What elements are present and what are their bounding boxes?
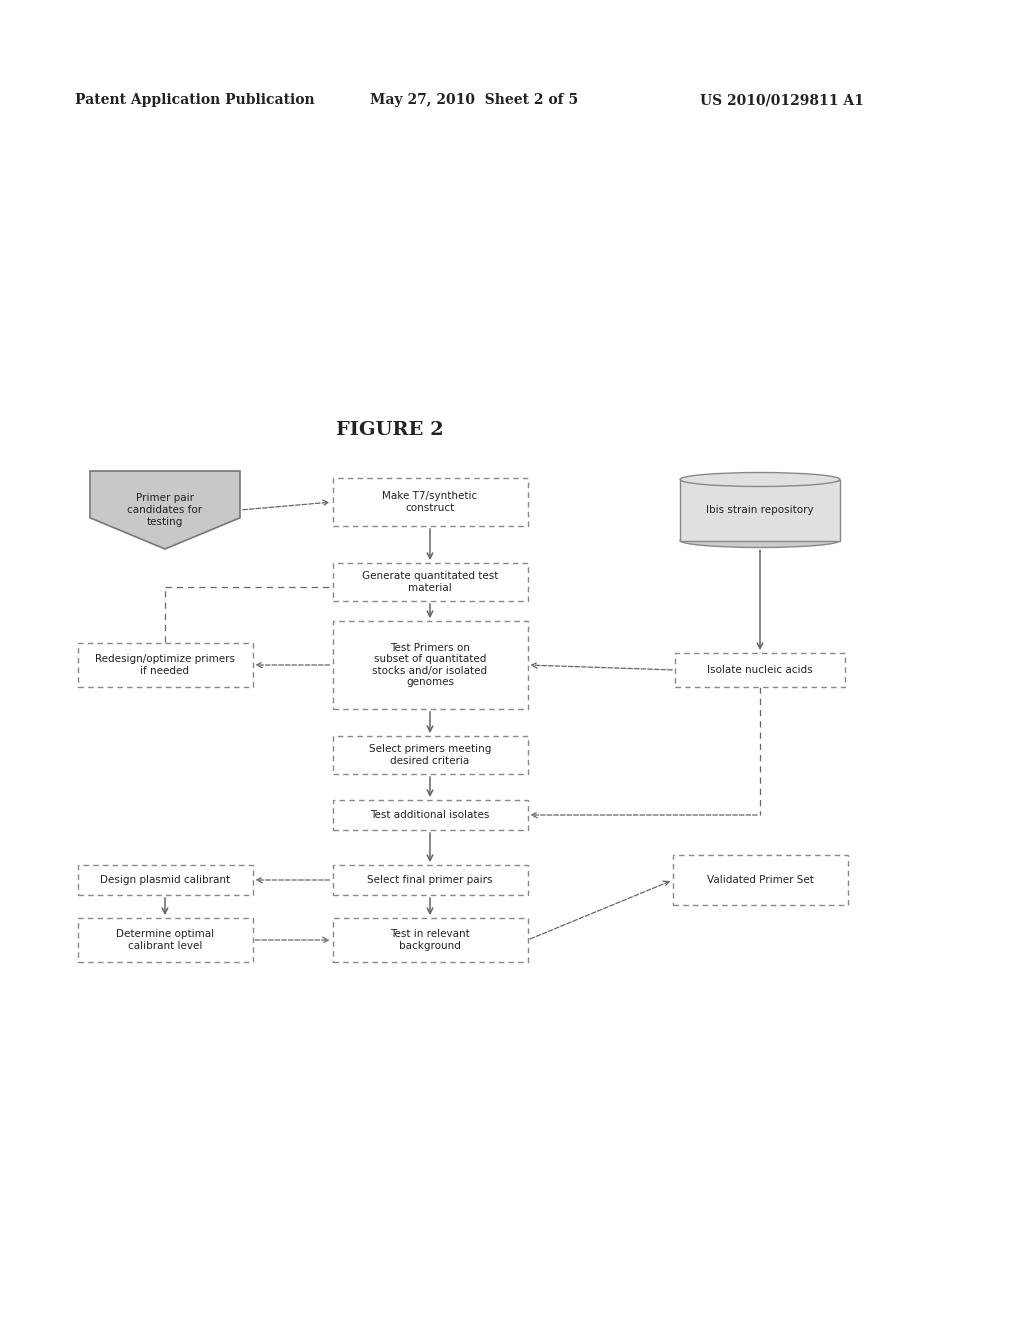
Text: Primer pair
candidates for
testing: Primer pair candidates for testing	[127, 494, 203, 527]
Ellipse shape	[680, 533, 840, 548]
Bar	[333, 800, 527, 830]
Bar	[673, 855, 848, 906]
Text: Determine optimal
calibrant level: Determine optimal calibrant level	[116, 929, 214, 950]
Text: Make T7/synthetic
construct: Make T7/synthetic construct	[382, 491, 477, 512]
Text: May 27, 2010  Sheet 2 of 5: May 27, 2010 Sheet 2 of 5	[370, 92, 579, 107]
Bar	[333, 564, 527, 601]
Polygon shape	[90, 471, 240, 549]
Text: Generate quantitated test
material: Generate quantitated test material	[361, 572, 499, 593]
Text: Validated Primer Set: Validated Primer Set	[707, 875, 813, 884]
Bar	[78, 643, 253, 686]
Text: Select final primer pairs: Select final primer pairs	[368, 875, 493, 884]
Bar	[78, 917, 253, 962]
Bar	[333, 917, 527, 962]
Text: Redesign/optimize primers
if needed: Redesign/optimize primers if needed	[95, 655, 234, 676]
Text: Patent Application Publication: Patent Application Publication	[75, 92, 314, 107]
Bar	[680, 479, 840, 540]
Ellipse shape	[680, 473, 840, 487]
Bar	[78, 865, 253, 895]
Bar	[333, 737, 527, 774]
Bar	[675, 653, 845, 686]
Text: US 2010/0129811 A1: US 2010/0129811 A1	[700, 92, 864, 107]
Bar	[333, 865, 527, 895]
Bar	[333, 620, 527, 709]
Text: Ibis strain repository: Ibis strain repository	[707, 506, 814, 515]
Text: Test additional isolates: Test additional isolates	[371, 810, 489, 820]
Text: Isolate nucleic acids: Isolate nucleic acids	[708, 665, 813, 675]
Text: Design plasmid calibrant: Design plasmid calibrant	[100, 875, 230, 884]
Text: Test in relevant
background: Test in relevant background	[390, 929, 470, 950]
Text: FIGURE 2: FIGURE 2	[336, 421, 443, 440]
Bar	[333, 478, 527, 525]
Text: Test Primers on
subset of quantitated
stocks and/or isolated
genomes: Test Primers on subset of quantitated st…	[373, 643, 487, 688]
Text: Select primers meeting
desired criteria: Select primers meeting desired criteria	[369, 744, 492, 766]
